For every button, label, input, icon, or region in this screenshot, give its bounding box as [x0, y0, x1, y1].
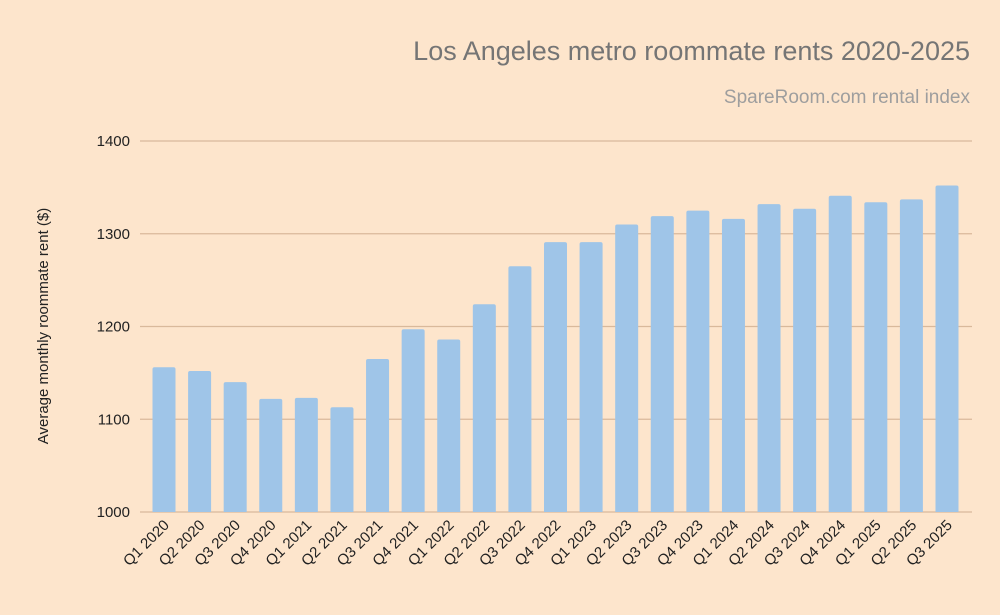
y-tick-label: 1100 — [98, 411, 130, 428]
y-tick-label: 1000 — [97, 504, 130, 521]
y-tick-label: 1400 — [97, 133, 130, 150]
bar — [437, 339, 461, 512]
bar — [899, 199, 923, 512]
bar — [828, 195, 852, 512]
y-tick-label: 1200 — [97, 319, 130, 336]
bar — [223, 382, 247, 512]
bar — [579, 242, 603, 512]
bar — [864, 202, 888, 512]
bar — [615, 224, 639, 512]
chart-subtitle: SpareRoom.com rental index — [724, 87, 971, 108]
bar — [544, 242, 567, 512]
bar — [472, 304, 496, 512]
bar — [259, 398, 283, 512]
bar — [721, 218, 745, 512]
bar — [508, 266, 532, 512]
bar — [152, 367, 176, 512]
bar — [650, 216, 674, 512]
bar — [793, 208, 817, 512]
y-tick-label: 1300 — [97, 226, 130, 243]
bar — [757, 204, 781, 512]
bar — [188, 371, 212, 512]
bar — [366, 358, 390, 512]
bar — [686, 210, 710, 512]
bar — [935, 185, 959, 512]
bar — [401, 329, 425, 512]
chart-title: Los Angeles metro roommate rents 2020-20… — [413, 36, 970, 66]
bar — [330, 407, 354, 512]
y-axis-label: Average monthly roommate rent ($) — [35, 208, 52, 445]
bar — [294, 397, 318, 512]
